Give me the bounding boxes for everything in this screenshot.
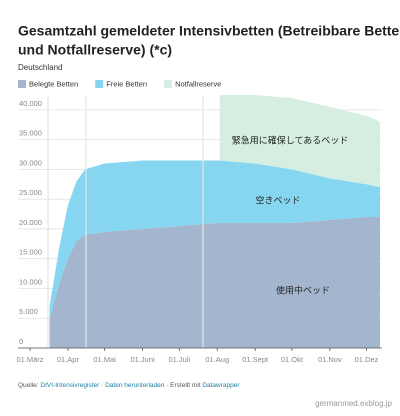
- legend: Belegte Betten Freie Betten Notfallreserve: [18, 79, 221, 88]
- x-tick-label: 01.Aug: [205, 355, 229, 364]
- y-tick-label: 10.000: [19, 277, 42, 286]
- annotation: 使用中ベッド: [276, 285, 330, 297]
- x-tick-label: 01.Nov: [318, 355, 342, 364]
- x-tick-label: 01.Okt: [281, 355, 304, 364]
- y-tick-label: 35.000: [19, 129, 42, 138]
- y-tick-label: 25.000: [19, 188, 42, 197]
- legend-swatch: [18, 80, 26, 88]
- axis: 0 5.000 10.000 15.000 20.000 25.000 30.000 35.0…: [16, 99, 382, 364]
- x-tick-label: 01.Juni: [130, 355, 155, 364]
- area: [49, 217, 381, 348]
- tool-link[interactable]: Datawrapper: [202, 382, 240, 389]
- plot: [49, 95, 381, 348]
- x-tick-label: 01.Apr: [57, 355, 80, 364]
- annotation: 緊急用に確保してあるベッド: [232, 135, 348, 147]
- x-tick-label: 01.Juli: [168, 355, 190, 364]
- source-prefix: Quelle:: [18, 382, 39, 389]
- chart-title: Gesamtzahl gemeldeter Intensivbetten (Be…: [18, 23, 400, 39]
- watermark: germanmed.exblog.jp: [315, 399, 392, 408]
- x-tick-label: 01.Mai: [93, 355, 116, 364]
- legend-swatch: [164, 80, 173, 88]
- y-tick-label: 30.000: [19, 158, 42, 167]
- x-tick-label: 01.März: [16, 355, 43, 364]
- legend-label: Notfallreserve: [175, 79, 221, 88]
- separator: ·: [101, 382, 103, 389]
- credit: · Erstellt mit: [166, 382, 201, 389]
- area: [219, 95, 380, 188]
- y-tick-label: 15.000: [19, 248, 42, 257]
- event-lines: [47, 95, 204, 348]
- y-tick-label: 40.000: [19, 99, 42, 108]
- source-link[interactable]: DIVI-Intensivregister: [40, 382, 100, 389]
- y-tick-label: 20.000: [19, 218, 42, 227]
- source: Quelle: DIVI-Intensivregister · Daten he…: [18, 382, 240, 389]
- y-tick-label: 0: [19, 337, 23, 346]
- chart-subtitle: Deutschland: [18, 63, 62, 72]
- legend-swatch: [95, 80, 104, 88]
- area: [49, 160, 381, 319]
- legend-label: Belegte Betten: [29, 79, 78, 88]
- x-tick-label: 01.Dez: [355, 355, 379, 364]
- chart-title: und Notfallreserve) (*c): [18, 42, 172, 58]
- download-link[interactable]: Daten herunterladen: [105, 382, 165, 389]
- y-tick-label: 5.000: [19, 307, 38, 316]
- x-tick-label: 01.Sept: [242, 355, 269, 364]
- legend-label: Freie Betten: [106, 79, 147, 88]
- annotation: 空きベッド: [255, 195, 300, 207]
